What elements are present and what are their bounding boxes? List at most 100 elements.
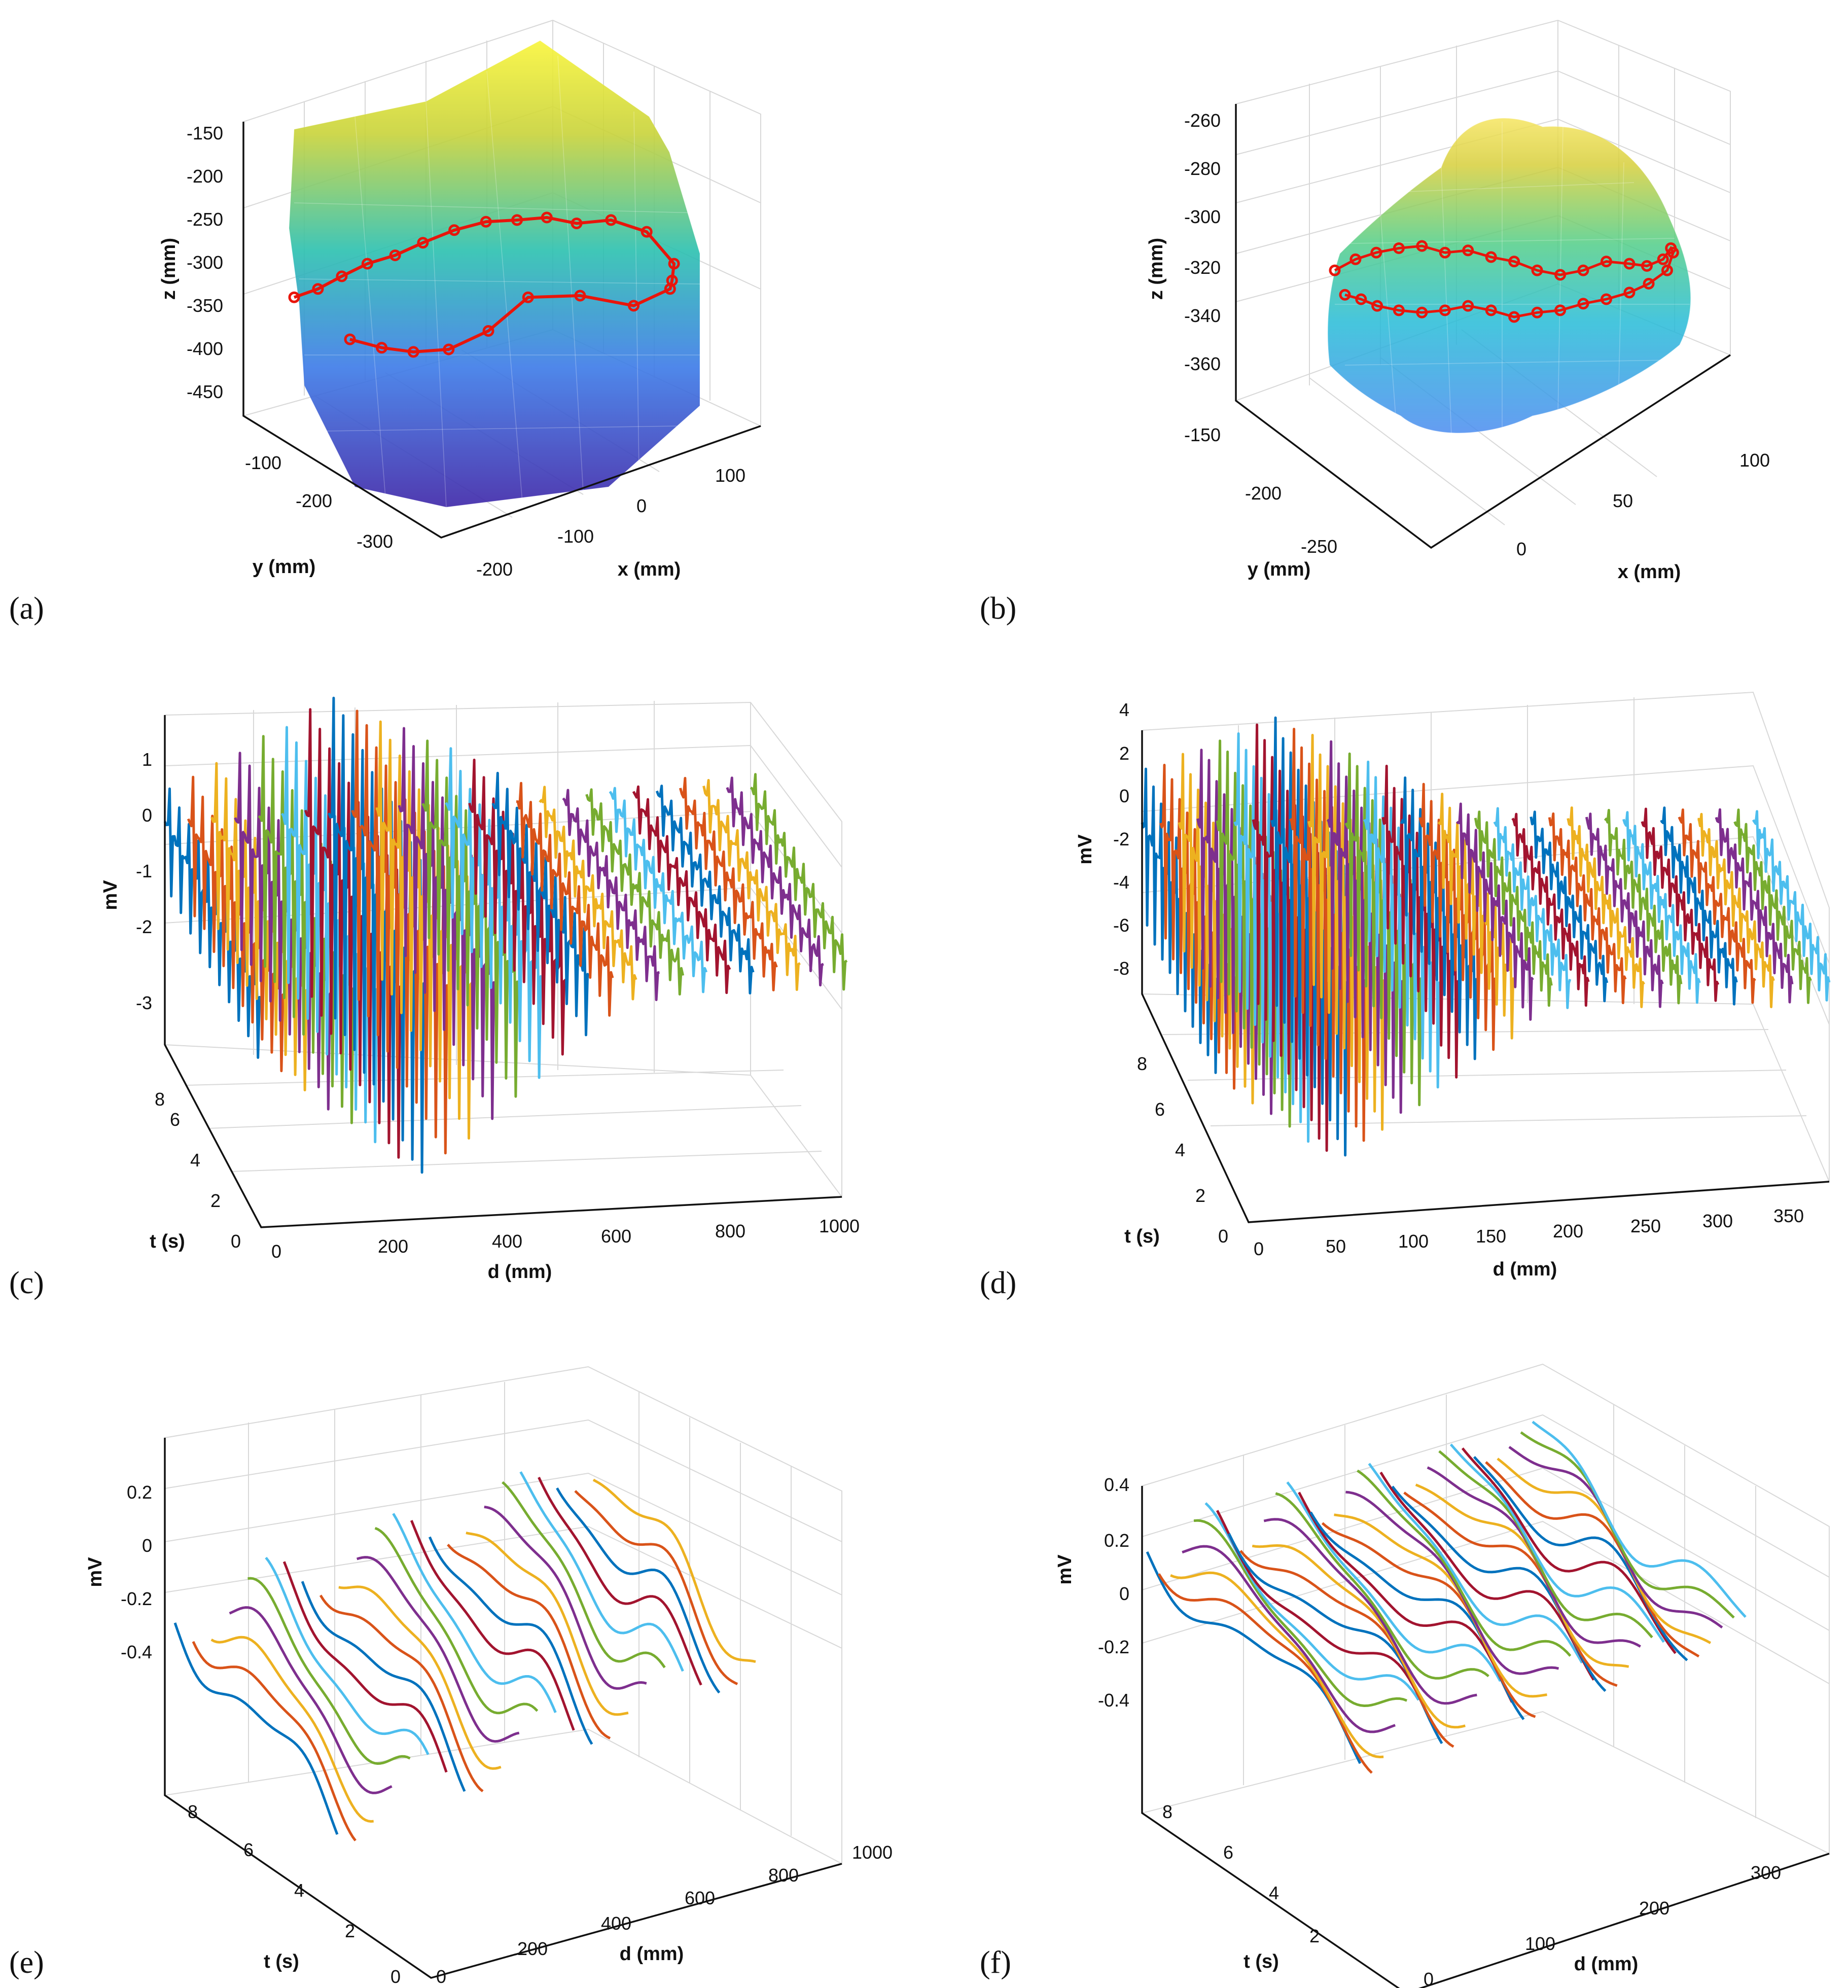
series-trace <box>655 785 755 995</box>
x-tick-label: 600 <box>685 1888 715 1908</box>
x-tick-label: 800 <box>715 1221 745 1241</box>
x-tick-label: 50 <box>1326 1236 1346 1257</box>
z-tick-label: -2 <box>1113 829 1129 849</box>
x-axis-label: x (mm) <box>618 559 681 580</box>
path-point <box>482 325 494 337</box>
x-tick-label: 300 <box>1751 1862 1781 1883</box>
y-axis-label: t (s) <box>150 1231 185 1252</box>
x-tick-label: -100 <box>557 526 594 547</box>
path-point <box>1508 311 1520 323</box>
path-points-b <box>1329 240 1679 323</box>
x-ticks-b: 0 50 100 <box>1516 450 1770 559</box>
panel-e: 0.2 0 -0.2 -0.4 0 2 4 6 8 0 200 400 600 … <box>0 1339 924 1988</box>
path-point <box>312 283 324 295</box>
y-ticks-c: 0 2 4 6 8 <box>155 1089 241 1252</box>
z-ticks-b: -260 -280 -300 -320 -340 -360 <box>1184 110 1221 374</box>
x-tick-label: 100 <box>1739 450 1770 471</box>
series-trace <box>1715 808 1794 1004</box>
series-trace <box>1622 811 1701 1004</box>
series-trace <box>519 1471 684 1672</box>
path-point <box>1643 277 1655 290</box>
y-tick-label: 2 <box>1195 1185 1205 1206</box>
series-trace <box>539 786 637 1001</box>
path-point <box>1416 240 1428 252</box>
series-trace <box>1146 1551 1362 1764</box>
surface-b <box>1327 118 1691 434</box>
x-tick-label: 50 <box>1613 490 1633 511</box>
series-trace <box>1733 808 1812 1004</box>
z-tick-label: -6 <box>1113 915 1129 936</box>
z-tick-label: -0.2 <box>121 1588 152 1609</box>
z-tick-label: -360 <box>1184 353 1221 374</box>
z-axis-label: z (mm) <box>158 238 180 300</box>
series-trace <box>632 785 731 995</box>
panel-label-a: (a) <box>9 591 44 626</box>
path-point <box>1416 306 1428 318</box>
z-ticks-d: 4 2 0 -2 -4 -6 -8 <box>1113 699 1129 979</box>
x-tick-label: 150 <box>1476 1226 1506 1247</box>
series-trace <box>192 1641 357 1841</box>
series-trace <box>247 1577 411 1765</box>
series-trace <box>1216 1510 1432 1722</box>
chart-e: 0.2 0 -0.2 -0.4 0 2 4 6 8 0 200 400 600 … <box>85 1366 893 1987</box>
x-tick-label: 0 <box>636 495 647 516</box>
series-trace <box>702 779 801 991</box>
series-trace <box>1368 1463 1583 1664</box>
series-trace <box>1157 1573 1373 1774</box>
path-point <box>389 249 401 261</box>
series-trace <box>1532 1421 1747 1618</box>
series-trace <box>319 1594 484 1793</box>
panel-label-d: (d) <box>980 1266 1017 1300</box>
series-trace <box>516 782 614 1017</box>
path-line-b <box>1334 244 1675 318</box>
x-tick-label: 0 <box>436 1966 446 1987</box>
z-tick-label: 0 <box>1119 1583 1129 1604</box>
z-tick-label: -250 <box>187 209 223 230</box>
path-point <box>668 258 680 270</box>
x-tick-label: 0 <box>1254 1238 1264 1259</box>
x-tick-label: 600 <box>601 1226 631 1247</box>
x-tick-label: 100 <box>715 465 745 486</box>
z-tick-label: 1 <box>142 749 152 770</box>
series-trace <box>1530 810 1609 1003</box>
x-axis-label: d (mm) <box>1574 1954 1639 1975</box>
traces-f <box>1146 1421 1747 1774</box>
axis-box-d <box>1141 730 1830 1223</box>
series-trace <box>1252 1544 1466 1729</box>
path-point <box>1641 260 1653 272</box>
z-axis-label: mV <box>85 1557 106 1587</box>
path-point <box>664 283 676 295</box>
x-tick-label: 0 <box>271 1241 281 1262</box>
series-trace <box>1485 1461 1700 1658</box>
panel-label-f: (f) <box>980 1945 1011 1980</box>
y-tick-label: 0 <box>1218 1226 1228 1247</box>
traces-c <box>163 696 848 1174</box>
series-trace <box>1321 1522 1536 1718</box>
series-trace <box>374 1526 539 1715</box>
z-tick-label: 0.4 <box>1104 1474 1129 1495</box>
series-trace <box>1298 1492 1513 1703</box>
y-tick-label: 6 <box>1223 1842 1233 1863</box>
path-point <box>1439 304 1451 316</box>
path-point <box>1657 253 1669 265</box>
surface-mesh-b <box>1335 122 1690 437</box>
z-axis-label: mV <box>100 880 121 910</box>
series-trace <box>1511 812 1590 1007</box>
y-tick-label: 2 <box>210 1190 221 1211</box>
z-ticks-e: 0.2 0 -0.2 -0.4 <box>121 1482 152 1662</box>
series-trace <box>1275 1492 1489 1680</box>
x-tick-label: 200 <box>378 1236 408 1257</box>
y-tick-label: 4 <box>1269 1883 1279 1903</box>
z-tick-label: -260 <box>1184 110 1221 131</box>
path-point <box>1462 300 1474 312</box>
series-trace <box>556 1487 721 1694</box>
panel-label-b: (b) <box>980 591 1017 626</box>
series-trace <box>1286 1481 1502 1682</box>
path-point <box>1371 300 1383 312</box>
x-axis-label: d (mm) <box>620 1943 684 1965</box>
z-tick-label: -3 <box>136 992 152 1013</box>
series-trace <box>1752 810 1831 1002</box>
z-tick-label: 2 <box>1119 743 1129 764</box>
series-trace <box>1660 806 1738 1006</box>
x-tick-label: 200 <box>1639 1898 1669 1919</box>
